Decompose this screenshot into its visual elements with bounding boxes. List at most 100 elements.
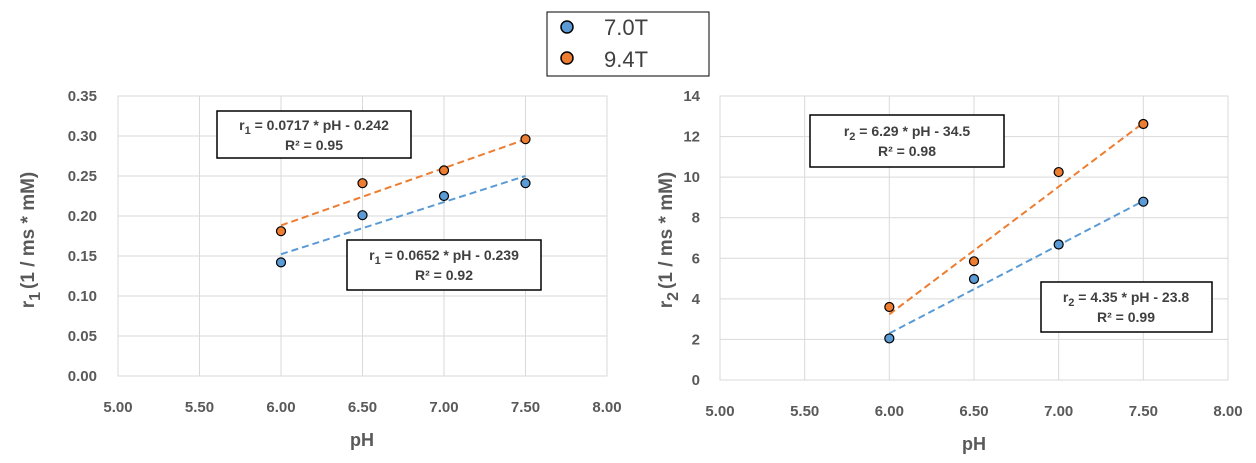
trendline [888,122,1144,316]
equation-box-7-0t: r1 = 0.0652 * pH - 0.239 R² = 0.92 [346,239,542,291]
x-tick-label: 8.00 [592,399,621,416]
x-tick-label: 5.00 [103,399,132,416]
y-tick-label: 0.10 [68,288,97,305]
equation-r2: R² = 0.99 [1097,309,1155,325]
legend: 7.0T 9.4T [546,11,710,77]
legend-label-7-0t: 7.0T [604,15,648,40]
x-axis-title: pH [962,434,986,454]
eq-subscript: 2 [849,131,855,143]
data-point [357,178,368,189]
equation-box-7-0t: r2 = 4.35 * pH - 23.8 R² = 0.99 [1040,281,1213,333]
x-axis-title: pH [350,430,374,450]
x-tick-label: 7.00 [1044,403,1073,420]
x-tick-label: 6.50 [348,399,377,416]
legend-box [546,11,710,77]
trendline [280,175,526,256]
y-axis-title-units: (1 / ms * mM) [18,172,39,289]
data-point [438,190,450,202]
data-point [357,210,368,221]
x-tick-label: 5.50 [790,403,819,420]
eq-body: = 0.0652 * pH - 0.239 [381,247,519,263]
equation-box-9-4t: r2 = 6.29 * pH - 34.5 R² = 0.98 [809,114,1005,168]
x-tick-label: 8.00 [1213,403,1242,420]
data-point [884,301,895,313]
y-axis-title-symbol: r [656,300,677,308]
x-tick-label: 5.50 [185,399,214,416]
x-tick-label: 6.00 [875,403,904,420]
y-axis-title-subscript: 1 [27,292,44,301]
equation-fit: r2 = 4.35 * pH - 23.8 [1063,289,1190,309]
eq-symbol: r [239,117,245,133]
eq-subscript: 1 [245,125,251,137]
tick-labels: 5.00 5.50 6.00 6.50 7.00 7.50 8.00 0 2 4 6 8 10 12 14 [683,88,1242,420]
data-points [884,118,1149,344]
y-axis-title-units: (1 / ms * mM) [656,172,677,289]
trendline [280,138,526,227]
y-tick-label: 2 [692,331,700,348]
chart-r2: 5.00 5.50 6.00 6.50 7.00 7.50 8.0002468101214 … [656,88,1243,454]
y-axis-title: r1 (1 / ms * mM) [18,172,44,309]
y-tick-label: 0.20 [68,208,97,225]
legend-marker-7-0t [560,20,574,34]
trendlines [888,122,1144,335]
y-tick-label: 0 [692,372,700,389]
y-tick-label: 0.00 [68,368,97,385]
trendlines [280,138,526,256]
eq-body: = 4.35 * pH - 23.8 [1074,289,1189,305]
data-point [438,165,450,176]
equation-fit: r2 = 6.29 * pH - 34.5 [844,123,971,143]
equation-box-frame [1040,281,1213,333]
data-point [884,333,895,344]
y-tick-label: 0.15 [68,248,97,265]
y-axis-title-subscript: 2 [665,292,682,301]
y-tick-label: 12 [683,129,700,146]
x-tick-label: 6.50 [959,403,988,420]
y-tick-label: 6 [692,250,700,267]
eq-subscript: 1 [375,255,381,267]
data-point [968,256,980,267]
y-tick-label: 4 [692,291,701,308]
equation-r2: R² = 0.95 [285,137,343,153]
eq-body: = 0.0717 * pH - 0.242 [251,117,389,133]
equation-box-frame [809,114,1005,168]
eq-body: = 6.29 * pH - 34.5 [855,123,970,139]
y-tick-label: 10 [683,169,700,186]
eq-symbol: r [1063,289,1069,305]
y-tick-label: 0.05 [68,328,97,345]
x-tick-label: 7.50 [1129,403,1158,420]
y-tick-label: 0.35 [68,88,97,105]
legend-label-9-4t: 9.4T [604,47,648,72]
data-point [1138,118,1149,130]
equation-box-frame [346,239,542,291]
data-point [1053,166,1064,178]
y-tick-label: 8 [692,210,700,227]
equation-r2: R² = 0.98 [878,143,936,159]
x-tick-label: 7.50 [511,399,540,416]
data-point [520,178,531,189]
equation-box-frame [216,110,412,159]
y-tick-label: 0.25 [68,168,97,185]
data-point [1053,239,1064,250]
equation-r2: R² = 0.92 [415,267,473,283]
eq-symbol: r [844,123,850,139]
data-point [275,226,287,237]
trendline [888,200,1144,335]
y-axis-title: r2 (1 / ms * mM) [656,172,682,309]
data-points [275,134,531,268]
data-point [968,273,980,285]
x-tick-label: 7.00 [429,399,458,416]
tick-labels: 5.00 5.50 6.00 6.50 7.00 7.50 8.00 0.00 0.05 0.10… [68,88,622,416]
data-point [275,257,287,268]
legend-marker-9-4t [560,51,574,65]
eq-symbol: r [369,247,375,263]
equation-fit: r1 = 0.0652 * pH - 0.239 [369,247,519,267]
equation-fit: r1 = 0.0717 * pH - 0.242 [239,117,389,137]
y-tick-label: 14 [683,88,700,105]
x-tick-label: 5.00 [705,403,734,420]
equation-box-9-4t: r1 = 0.0717 * pH - 0.242 R² = 0.95 [216,110,412,159]
chart-r1: 5.00 5.50 6.00 6.50 7.00 7.50 8.00 0.00 0.05 0.10… [18,88,622,450]
data-point [520,134,531,145]
data-point [1138,196,1149,207]
y-axis-title-symbol: r [18,300,39,308]
